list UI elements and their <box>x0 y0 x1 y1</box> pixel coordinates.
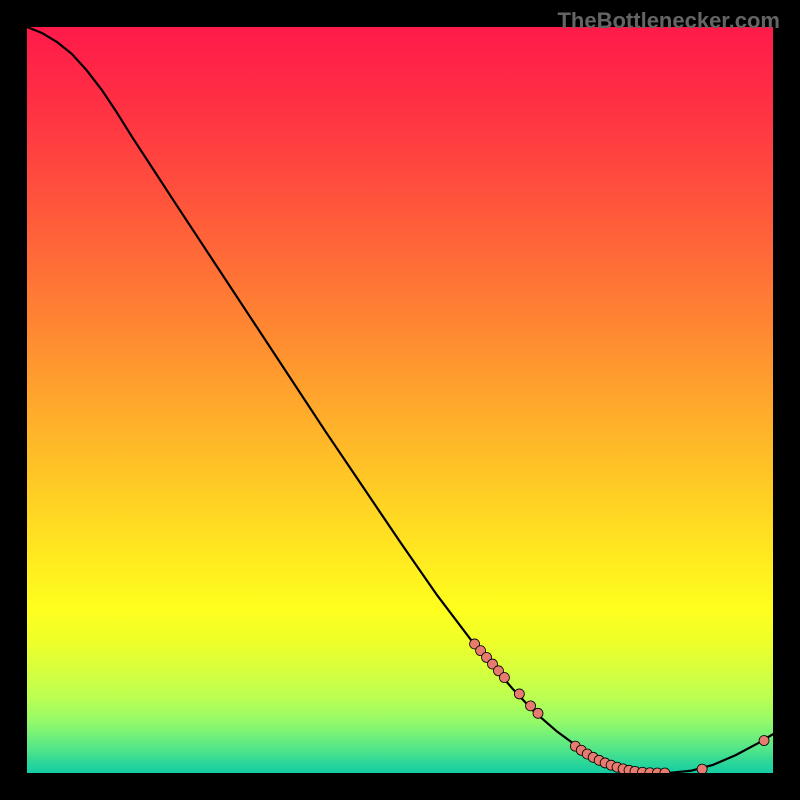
data-marker <box>533 708 543 718</box>
data-marker <box>697 764 707 773</box>
data-marker <box>526 701 536 711</box>
gradient-background <box>27 27 773 773</box>
chart-svg <box>27 27 773 773</box>
data-marker <box>499 673 509 683</box>
plot-area <box>27 27 773 773</box>
data-marker <box>759 736 769 746</box>
watermark-text: TheBottlenecker.com <box>557 8 780 34</box>
chart-container: TheBottlenecker.com <box>0 0 800 800</box>
data-marker <box>514 689 524 699</box>
